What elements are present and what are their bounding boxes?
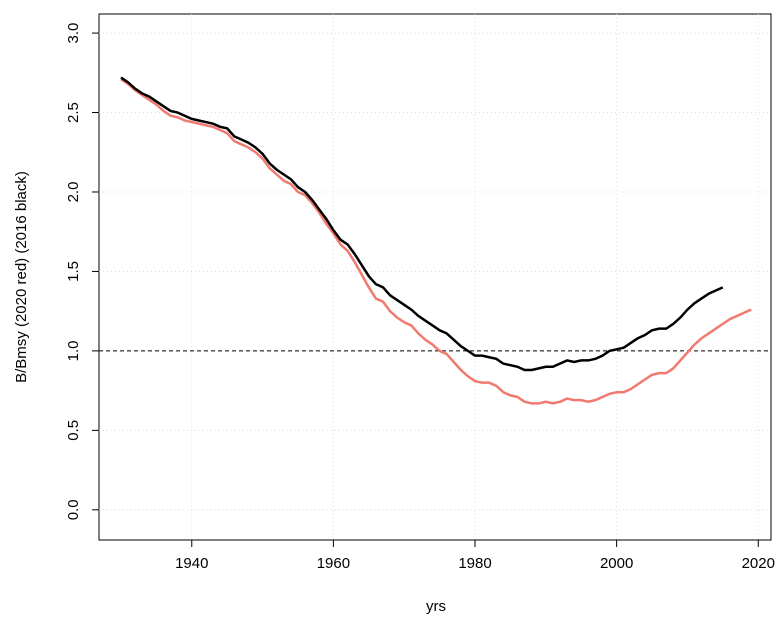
y-axis-label: B/Bmsy (2020 red) (2016 black) [13,171,30,383]
y-tick-label: 2.5 [65,102,82,123]
x-tick-label: 1940 [175,555,208,572]
series-line [120,78,752,405]
series-line [120,76,724,372]
x-axis-label: yrs [426,598,446,615]
y-tick-label: 0.5 [65,420,82,441]
x-tick-label: 2020 [742,555,775,572]
plot-box [98,13,772,541]
y-tick-label: 3.0 [65,23,82,44]
x-tick-label: 1960 [317,555,350,572]
x-tick-label: 2000 [600,555,633,572]
x-tick-label: 1980 [458,555,491,572]
y-tick-label: 1.0 [65,340,82,361]
y-tick-label: 0.0 [65,499,82,520]
y-tick-label: 1.5 [65,261,82,282]
y-tick-label: 2.0 [65,182,82,203]
